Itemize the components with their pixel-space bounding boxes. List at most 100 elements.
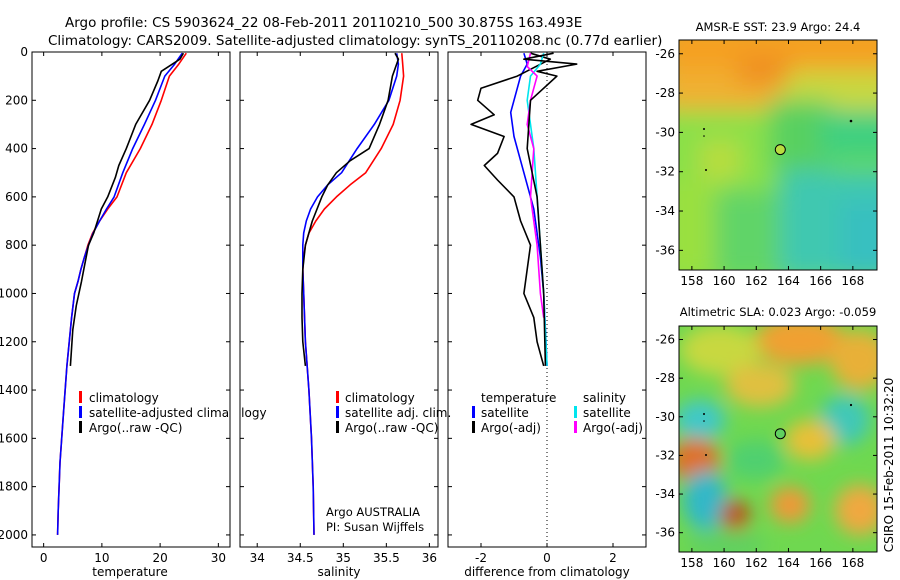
legend-header-salinity: salinity xyxy=(583,391,626,405)
map-x-tick-label: 158 xyxy=(680,556,703,570)
salinity-axis-ticks: 34 34.5 35 35.5 36 xyxy=(240,51,438,565)
difference-xlabel: difference from climatology xyxy=(464,565,630,579)
legend-label-sal-satellite: satellite xyxy=(583,406,631,420)
legend-swatch-temp-argo xyxy=(472,421,475,433)
map-x-tick-label: 168 xyxy=(841,556,864,570)
legend-swatch-argo xyxy=(336,421,339,433)
y-tick-label: 200 xyxy=(5,93,28,107)
y-tick-label: 1200 xyxy=(0,335,28,349)
legend-swatch-temp-satellite xyxy=(472,406,475,418)
legend-swatch-sal-satellite xyxy=(574,406,577,418)
float-dot xyxy=(703,413,705,415)
y-tick-label: 1600 xyxy=(0,431,28,445)
sst-map-ticks: 158 160 162 164 166 168 -26 -28 -30 -32 -34 -36 xyxy=(655,40,877,288)
float-dot xyxy=(849,119,853,123)
legend-swatch-sal-argo xyxy=(574,421,577,433)
float-dot xyxy=(703,420,705,422)
x-tick-label: -2 xyxy=(475,551,487,565)
float-dot xyxy=(705,454,707,456)
legend-label-argo: Argo(..raw -QC) xyxy=(345,421,438,435)
map-x-tick-label: 168 xyxy=(841,274,864,288)
legend-overflow-mask xyxy=(230,390,241,435)
difference-legend: temperature satellite Argo(-adj) salinit… xyxy=(472,391,643,435)
series-line-satellite-adj-clim xyxy=(301,53,400,535)
float-dot xyxy=(705,169,707,171)
x-tick-label: 10 xyxy=(94,551,109,565)
x-tick-label: 34 xyxy=(250,551,265,565)
map-x-tick-label: 164 xyxy=(777,274,800,288)
series-line-temperature-argo-adj xyxy=(470,52,552,367)
x-tick-label: 30 xyxy=(211,551,226,565)
map-x-tick-label: 162 xyxy=(745,274,768,288)
y-tick-label: 1800 xyxy=(0,480,28,494)
sla-map xyxy=(679,326,877,552)
temperature-plot-frame xyxy=(31,51,231,548)
y-tick-label: 2000 xyxy=(0,528,28,542)
y-tick-label: 800 xyxy=(5,238,28,252)
sla-map-field xyxy=(679,326,877,552)
legend-label-argo: Argo(..raw -QC) xyxy=(89,421,182,435)
map-y-tick-label: -28 xyxy=(655,371,675,385)
legend-swatch-argo xyxy=(79,421,82,433)
map-y-tick-label: -34 xyxy=(655,204,675,218)
legend-swatch-satellite xyxy=(336,406,339,418)
series-line-argo-raw-qc xyxy=(69,52,185,366)
map-y-tick-label: -28 xyxy=(655,86,675,100)
x-tick-label: 2 xyxy=(609,551,617,565)
series-line-salinity-argo-adj xyxy=(526,53,545,318)
sst-map-markers xyxy=(703,119,853,171)
x-tick-label: 20 xyxy=(152,551,167,565)
y-tick-label: 600 xyxy=(5,190,28,204)
map-y-tick-label: -36 xyxy=(655,526,675,540)
map-y-tick-label: -26 xyxy=(655,333,675,347)
y-tick-label: 400 xyxy=(5,142,28,156)
temperature-axis-ticks: 0 10 20 30 0 200 400 600 800 1000 1200 1400 1600 1800… xyxy=(0,45,230,565)
x-tick-label: 35.5 xyxy=(373,551,400,565)
float-dot xyxy=(703,128,705,130)
difference-series xyxy=(470,52,578,367)
legend-label-temp-satellite: satellite xyxy=(481,406,529,420)
legend-swatch-satellite xyxy=(79,406,82,418)
legend-label-temp-argo: Argo(-adj) xyxy=(481,421,541,435)
series-line-climatology xyxy=(56,52,187,535)
legend-label-satellite: satellite-adjusted climatology xyxy=(89,406,267,420)
legend-header-temperature: temperature xyxy=(481,391,556,405)
sla-map-ticks: 158 160 162 164 166 168 -26 -28 -30 -32 -34 -36 xyxy=(655,326,877,570)
salinity-series xyxy=(301,52,405,535)
map-y-tick-label: -32 xyxy=(655,165,675,179)
x-tick-label: 0 xyxy=(543,551,551,565)
map-y-tick-label: -34 xyxy=(655,487,675,501)
legend-swatch-climatology xyxy=(79,391,82,403)
sla-map-markers xyxy=(703,403,853,456)
legend-swatch-climatology xyxy=(336,391,339,403)
x-tick-label: 36 xyxy=(422,551,437,565)
legend-label-sal-argo: Argo(-adj) xyxy=(583,421,643,435)
sst-map-field xyxy=(679,40,877,270)
temperature-series xyxy=(56,52,187,535)
sst-map-title: AMSR-E SST: 23.9 Argo: 24.4 xyxy=(696,20,861,34)
map-y-tick-label: -36 xyxy=(655,243,675,257)
header-subtitle: Climatology: CARS2009. Satellite-adjuste… xyxy=(48,33,662,49)
map-x-tick-label: 166 xyxy=(809,556,832,570)
float-dot xyxy=(703,135,705,137)
salinity-legend: climatology satellite adj. clim. Argo(..… xyxy=(336,391,451,435)
argo-program-annotation: Argo AUSTRALIA xyxy=(326,505,420,519)
salinity-xlabel: salinity xyxy=(317,565,360,579)
map-y-tick-label: -32 xyxy=(655,448,675,462)
header-title: Argo profile: CS 5903624_22 08-Feb-2011 … xyxy=(65,15,582,31)
map-y-tick-label: -26 xyxy=(655,47,675,61)
map-x-tick-label: 162 xyxy=(745,556,768,570)
map-y-tick-label: -30 xyxy=(655,410,675,424)
series-line-temperature-satellite xyxy=(509,52,548,366)
y-tick-label: 1400 xyxy=(0,383,28,397)
argo-position-marker xyxy=(774,428,786,440)
map-x-tick-label: 160 xyxy=(713,556,736,570)
argo-position-marker xyxy=(774,144,786,156)
y-tick-label: 0 xyxy=(20,45,28,59)
series-line-argo-raw-qc xyxy=(301,52,400,366)
salinity-plot-frame xyxy=(239,51,439,548)
series-line-salinity-raw xyxy=(523,52,578,366)
map-x-tick-label: 160 xyxy=(713,274,736,288)
x-tick-label: 34.5 xyxy=(287,551,314,565)
